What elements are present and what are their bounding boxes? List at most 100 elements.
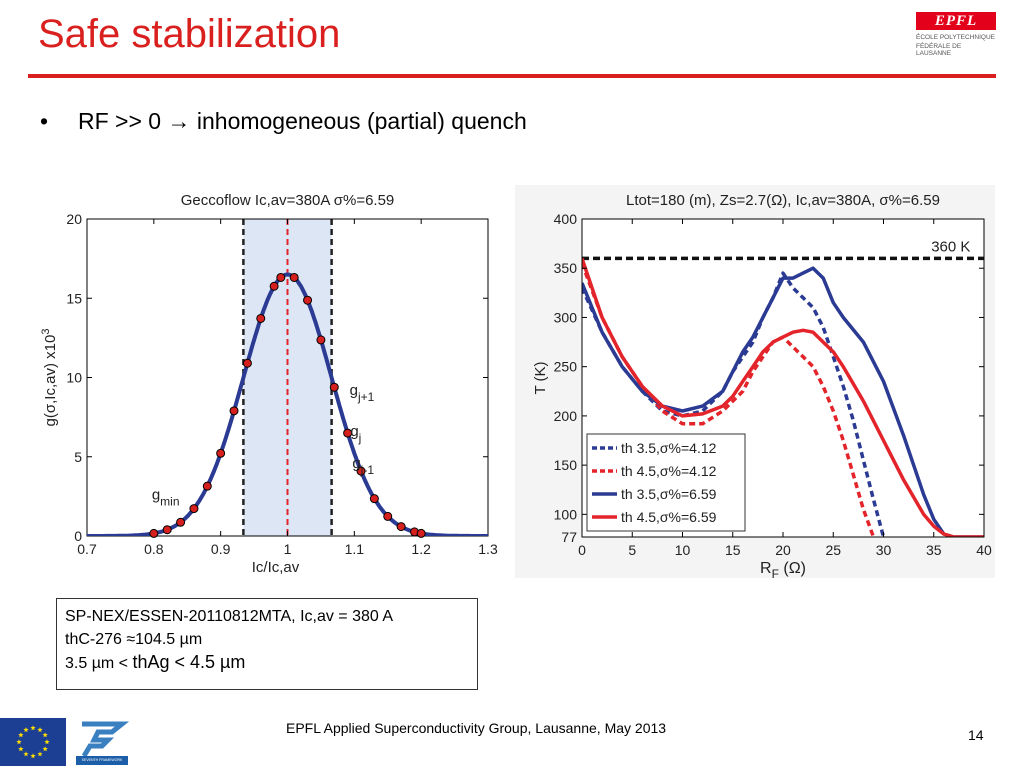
epfl-logo-mark: EPFL xyxy=(916,12,996,30)
left-sample-point xyxy=(343,428,353,438)
right-xtick-label: 20 xyxy=(775,542,791,558)
slide-title: Safe stabilization xyxy=(38,12,341,56)
right-xtick-label: 15 xyxy=(725,542,741,558)
right-chart: 360 K 0 5 10 15 20 25 30 35 40 77 100 150 200 250 300 35… xyxy=(532,192,992,581)
note-line-1: SP-NEX/ESSEN-20110812MTA, Ic,av = 380 A xyxy=(65,608,394,625)
left-sample-point xyxy=(416,528,426,538)
eu-star-icon xyxy=(37,727,43,733)
left-xtick-label: 0.8 xyxy=(144,541,164,557)
left-annotation-j+1: gj+1 xyxy=(350,382,375,404)
right-legend-label-3: th 4.5,σ%=6.59 xyxy=(621,509,717,525)
left-annotation-min: gmin xyxy=(152,487,180,509)
left-annotation-sub: j+1 xyxy=(357,390,375,404)
right-legend: th 3.5,σ%=4.12 th 4.5,σ%=4.12 th 3.5,σ%=6.… xyxy=(586,433,746,532)
left-sample-point xyxy=(303,295,313,305)
right-ytick-label: 77 xyxy=(561,529,577,545)
eu-star-icon xyxy=(18,732,24,738)
right-xtick-label: 5 xyxy=(628,542,636,558)
eu-flag-logo xyxy=(0,718,66,766)
left-x-axis-label: Ic/Ic,av xyxy=(252,559,300,576)
right-x-axis-label-unit: (Ω) xyxy=(779,560,806,577)
bullet-text: RF >> 0 → inhomogeneous (partial) quench xyxy=(78,108,527,134)
right-x-axis-label: RF (Ω) xyxy=(760,560,806,581)
left-y-axis-label-base: g(σ,Ic,av) x10 xyxy=(42,335,59,427)
eu-stars-icon xyxy=(16,725,50,759)
fp7-text: SEVENTH FRAMEWORK PROGRAMME xyxy=(81,758,123,769)
eu-star-icon xyxy=(18,746,24,752)
right-x-axis-label-base: R xyxy=(760,560,772,577)
note-line-3: 3.5 µm < thAg < 4.5 µm xyxy=(65,651,469,675)
left-y-axis-label-exp: 3 xyxy=(40,329,52,335)
right-legend-box xyxy=(586,433,746,532)
eu-star-icon xyxy=(30,725,36,731)
epfl-logo-line1: ÉCOLE POLYTECHNIQUE xyxy=(916,34,995,41)
right-xtick-label: 30 xyxy=(876,542,892,558)
left-sample-point xyxy=(176,517,186,527)
left-annotation-sub: j xyxy=(358,431,362,445)
left-sample-point xyxy=(289,272,299,282)
left-ytick-label: 0 xyxy=(74,528,82,544)
right-ytick-label: 250 xyxy=(554,359,578,375)
eu-star-icon xyxy=(23,727,29,733)
left-sample-point xyxy=(216,448,226,458)
note-line-2: thC-276 ≈104.5 µm xyxy=(65,631,203,648)
right-legend-label-2: th 3.5,σ%=6.59 xyxy=(621,486,717,502)
left-sample-point xyxy=(356,466,366,476)
left-sample-point xyxy=(229,406,239,416)
left-annotation-base: g xyxy=(350,382,358,399)
right-xtick-label: 40 xyxy=(976,542,992,558)
left-annotation-base: g xyxy=(352,455,360,472)
eu-star-icon xyxy=(37,751,43,757)
right-curve-group xyxy=(582,256,984,537)
eu-star-icon xyxy=(16,739,22,745)
right-chart-title: Ltot=180 (m), Zs=2.7(Ω), Ic,av=380A, σ%=… xyxy=(626,192,940,209)
right-xtick-label: 35 xyxy=(926,542,942,558)
right-x-axis-label-sub: F xyxy=(772,567,779,581)
right-ytick-label: 150 xyxy=(554,457,578,473)
left-sample-point xyxy=(189,504,199,514)
fp7-mark-icon xyxy=(76,721,130,765)
left-y-axis-label: g(σ,Ic,av) x103 xyxy=(40,329,59,427)
left-xtick-label: 1 xyxy=(284,541,292,557)
left-sample-point xyxy=(329,382,339,392)
right-ytick-label: 200 xyxy=(554,408,578,424)
left-annotation-base: g xyxy=(350,423,358,440)
right-legend-label-1: th 4.5,σ%=4.12 xyxy=(621,463,717,479)
right-ytick-label: 300 xyxy=(554,309,578,325)
left-annotation-sub: min xyxy=(160,495,179,509)
left-xtick-label: 0.9 xyxy=(211,541,231,557)
right-legend-label-0: th 3.5,σ%=4.12 xyxy=(621,440,717,456)
left-ytick-label: 20 xyxy=(66,211,82,227)
epfl-logo-line2: FÉDÉRALE DE LAUSANNE xyxy=(916,43,962,57)
left-sample-point xyxy=(202,481,212,491)
left-sample-point xyxy=(256,313,266,323)
right-xtick-label: 0 xyxy=(578,542,586,558)
eu-star-icon xyxy=(42,732,48,738)
left-annotation-j: gj xyxy=(350,423,361,445)
left-sample-point xyxy=(396,522,406,532)
left-annotation-base: g xyxy=(152,487,160,504)
right-series-line-2 xyxy=(582,266,984,537)
left-sample-point xyxy=(242,358,252,368)
left-sample-point xyxy=(149,528,159,538)
left-chart-title: Geccoflow Ic,av=380A σ%=6.59 xyxy=(181,192,395,209)
title-rule xyxy=(28,74,996,78)
left-xtick-label: 0.7 xyxy=(77,541,97,557)
left-sample-point xyxy=(316,335,326,345)
right-series-line-3 xyxy=(582,257,984,537)
left-highlight-band xyxy=(243,219,332,536)
left-sample-point xyxy=(276,272,286,282)
eu-star-icon xyxy=(23,751,29,757)
left-ytick-label: 10 xyxy=(66,370,82,386)
right-xtick-label: 25 xyxy=(825,542,841,558)
right-y-axis-label: T (K) xyxy=(532,361,549,394)
right-ytick-label: 400 xyxy=(554,211,578,227)
right-ytick-label: 100 xyxy=(554,506,578,522)
left-sample-point xyxy=(269,281,279,291)
left-xtick-label: 1.3 xyxy=(478,541,498,557)
note-line-3a: 3.5 µm < xyxy=(65,655,133,672)
left-ytick-label: 5 xyxy=(74,449,82,465)
eu-star-icon xyxy=(44,739,50,745)
eu-star-icon xyxy=(42,746,48,752)
